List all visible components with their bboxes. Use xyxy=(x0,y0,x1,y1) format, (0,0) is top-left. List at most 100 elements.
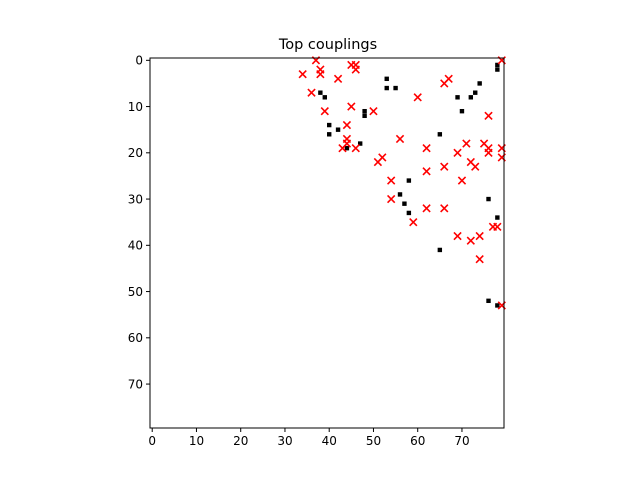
contact-square-6 xyxy=(357,141,363,146)
predicted-x-33 xyxy=(457,176,467,185)
plot-frame xyxy=(149,57,505,429)
x-axis: 0 10 20 30 40 50 60 70 xyxy=(148,428,470,448)
predicted-x-1 xyxy=(307,88,316,97)
y-tick-label-30: 30 xyxy=(128,192,143,206)
predicted-x-28 xyxy=(440,162,449,171)
contact-square-24 xyxy=(486,298,491,304)
predicted-x-stroke-b xyxy=(422,144,431,153)
predicted-x-stroke-b xyxy=(422,204,431,213)
predicted-x-stroke-b xyxy=(493,222,502,231)
contact-square-11 xyxy=(393,85,398,91)
y-tick-label-40: 40 xyxy=(128,239,143,253)
predicted-x-stroke-b xyxy=(466,236,475,245)
predicted-x-24 xyxy=(422,144,431,153)
y-tick-label-0: 0 xyxy=(135,54,143,68)
predicted-x-10 xyxy=(342,139,352,148)
predicted-x-16 xyxy=(369,107,378,116)
predicted-x-stroke-b xyxy=(378,153,387,162)
predicted-x-4 xyxy=(316,70,325,79)
predicted-x-stroke-b xyxy=(484,111,493,120)
y-tick-label-70: 70 xyxy=(128,377,143,391)
x-tick-label-0: 0 xyxy=(148,434,156,448)
contact-square-5 xyxy=(344,145,350,151)
predicted-x-stroke-b xyxy=(347,102,356,111)
predicted-x-23 xyxy=(413,93,422,102)
predicted-x-29 xyxy=(440,204,449,213)
predicted-x-36 xyxy=(466,236,475,245)
contact-square-27 xyxy=(495,62,500,68)
contact-square-25 xyxy=(495,215,500,220)
contact-square-15 xyxy=(406,210,412,216)
x-tick-label-10: 10 xyxy=(189,434,204,448)
predicted-x-stroke-b xyxy=(386,194,396,204)
predicted-x-stroke-b xyxy=(351,144,360,153)
predicted-x-30 xyxy=(444,74,453,83)
predicted-x-stroke-b xyxy=(475,255,484,264)
predicted-x-stroke-b xyxy=(475,231,484,241)
predicted-x-15 xyxy=(351,144,360,153)
x-tick-label-30: 30 xyxy=(277,434,292,448)
contact-square-19 xyxy=(459,108,465,114)
predicted-x-8 xyxy=(342,120,352,130)
predicted-x-26 xyxy=(422,204,431,213)
y-tick-label-60: 60 xyxy=(128,331,143,345)
contact-square-14 xyxy=(406,178,412,183)
contact-square-28 xyxy=(495,67,500,72)
predicted-x-stroke-b xyxy=(342,139,352,148)
predicted-x-stroke-b xyxy=(307,88,316,97)
predicted-x-stroke-b xyxy=(462,139,471,148)
predicted-x-stroke-b xyxy=(395,134,405,144)
predicted-x-6 xyxy=(333,74,343,83)
contact-square-10 xyxy=(384,85,389,91)
y-tick-label-10: 10 xyxy=(128,100,143,114)
predicted-x-41 xyxy=(484,111,493,120)
contact-square-21 xyxy=(473,90,478,95)
predicted-x-11 xyxy=(347,102,356,111)
predicted-x-stroke-b xyxy=(342,120,352,130)
contact-square-18 xyxy=(455,95,460,100)
predicted-x-stroke-b xyxy=(369,107,378,116)
predicted-x-14 xyxy=(351,65,360,74)
predicted-markers xyxy=(298,56,506,310)
contact-square-4 xyxy=(335,127,341,132)
predicted-x-stroke-b xyxy=(453,148,462,157)
x-tick-label-60: 60 xyxy=(410,434,425,448)
predicted-x-stroke-b xyxy=(298,70,307,79)
contact-square-1 xyxy=(322,95,327,100)
contact-square-22 xyxy=(477,81,482,86)
predicted-x-stroke-b xyxy=(413,93,422,102)
predicted-x-5 xyxy=(320,107,329,116)
chart-title: Top couplings xyxy=(278,37,377,53)
predicted-x-45 xyxy=(493,222,502,231)
contact-square-23 xyxy=(486,196,491,202)
x-tick-label-40: 40 xyxy=(322,434,337,448)
predicted-x-stroke-b xyxy=(351,65,360,74)
predicted-x-stroke-b xyxy=(471,162,480,171)
x-tick-label-70: 70 xyxy=(454,434,469,448)
predicted-x-37 xyxy=(471,162,480,171)
predicted-x-stroke-b xyxy=(409,218,418,227)
predicted-x-43 xyxy=(484,148,493,157)
predicted-x-32 xyxy=(453,148,462,157)
x-tick-label-20: 20 xyxy=(233,434,248,448)
contact-square-0 xyxy=(318,90,323,95)
contact-square-16 xyxy=(437,132,443,137)
predicted-x-38 xyxy=(475,231,484,241)
predicted-x-stroke-b xyxy=(484,148,493,157)
predicted-x-stroke-b xyxy=(479,139,489,148)
predicted-x-18 xyxy=(378,153,387,162)
predicted-x-stroke-b xyxy=(440,162,449,171)
contact-square-13 xyxy=(402,201,407,206)
predicted-x-stroke-b xyxy=(316,70,325,79)
contact-square-9 xyxy=(384,76,389,82)
predicted-x-stroke-b xyxy=(457,176,467,185)
predicted-x-31 xyxy=(453,231,462,241)
contact-square-26 xyxy=(495,303,500,308)
predicted-x-stroke-b xyxy=(440,204,449,213)
contact-square-12 xyxy=(397,192,403,197)
contact-square-17 xyxy=(437,247,443,253)
contact-square-7 xyxy=(362,108,367,114)
predicted-x-stroke-b xyxy=(466,157,475,167)
predicted-x-22 xyxy=(409,218,418,227)
